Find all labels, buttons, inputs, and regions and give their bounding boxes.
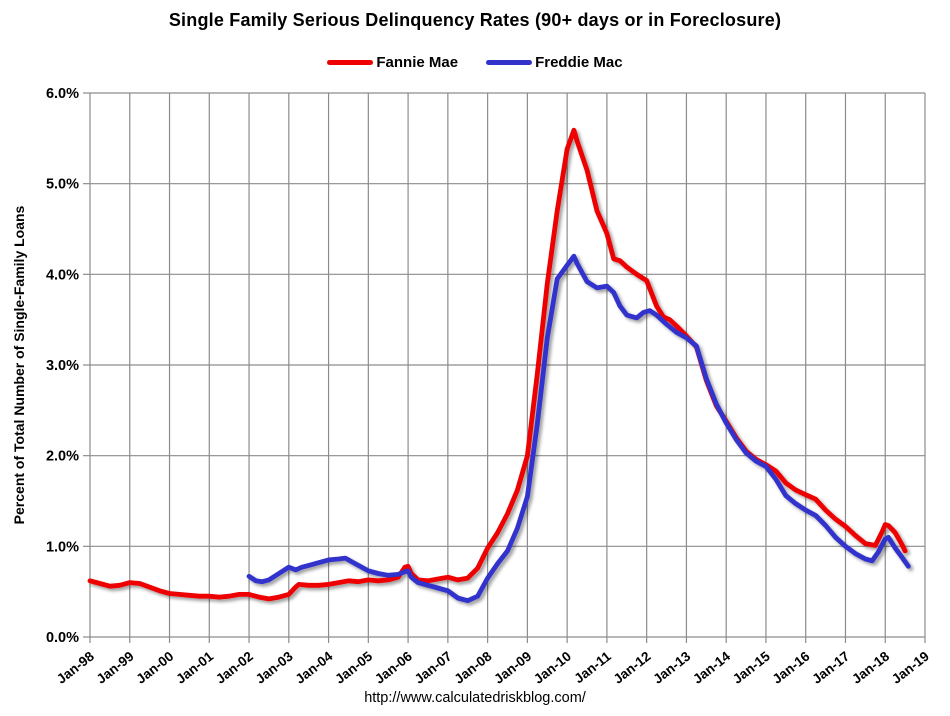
y-tick-label: 5.0% — [46, 177, 79, 193]
x-tick-label: Jan-04 — [292, 648, 335, 686]
x-tick-label: Jan-17 — [809, 649, 852, 687]
x-tick-label: Jan-03 — [253, 648, 296, 686]
x-tick-label: Jan-13 — [650, 648, 693, 686]
y-tick-label: 1.0% — [46, 539, 79, 555]
y-axis-title: Percent of Total Number of Single-Family… — [11, 205, 27, 524]
x-tick-label: Jan-10 — [531, 649, 574, 687]
source-url: http://www.calculatedriskblog.com/ — [364, 690, 586, 706]
legend-item-freddie-mac: Freddie Mac — [486, 54, 623, 71]
fannie-mae-line-swatch-icon — [327, 60, 374, 65]
x-tick-label: Jan-02 — [213, 649, 256, 687]
gridlines — [83, 92, 926, 643]
legend-label-fannie-mae: Fannie Mae — [376, 54, 459, 71]
x-tick-label: Jan-98 — [54, 648, 97, 686]
y-tick-label: 0.0% — [46, 630, 79, 646]
series-lines — [87, 127, 911, 604]
freddie-mac-line-swatch-icon — [486, 60, 533, 65]
x-tick-label: Jan-16 — [770, 648, 813, 686]
x-tick-label: Jan-99 — [94, 649, 137, 687]
x-tick-label: Jan-01 — [173, 648, 216, 686]
x-tick-label: Jan-05 — [332, 648, 375, 686]
x-tick-label: Jan-19 — [889, 649, 932, 687]
y-tick-label: 2.0% — [46, 449, 79, 465]
x-tick-label: Jan-00 — [133, 649, 176, 687]
x-tick-label: Jan-08 — [452, 648, 495, 686]
x-tick-label: Jan-14 — [690, 648, 733, 686]
series-line-freddie-mac — [246, 253, 911, 604]
x-tick-label: Jan-07 — [412, 649, 455, 687]
x-tick-label: Jan-06 — [372, 648, 415, 686]
legend-label-freddie-mac: Freddie Mac — [535, 54, 623, 71]
series-line-fannie-mae — [87, 127, 908, 602]
y-tick-label: 3.0% — [46, 358, 79, 374]
y-tick-label: 4.0% — [46, 267, 79, 283]
chart-legend: Fannie Mae Freddie Mac — [0, 54, 950, 71]
x-tick-label: Jan-12 — [611, 649, 654, 687]
chart-title: Single Family Serious Delinquency Rates … — [168, 10, 782, 30]
x-tick-label: Jan-15 — [730, 648, 773, 686]
x-tick-label: Jan-11 — [571, 648, 614, 686]
y-tick-label: 6.0% — [46, 86, 79, 102]
legend-item-fannie-mae: Fannie Mae — [327, 54, 458, 71]
x-tick-label: Jan-18 — [849, 648, 892, 686]
x-tick-label: Jan-09 — [491, 649, 534, 687]
